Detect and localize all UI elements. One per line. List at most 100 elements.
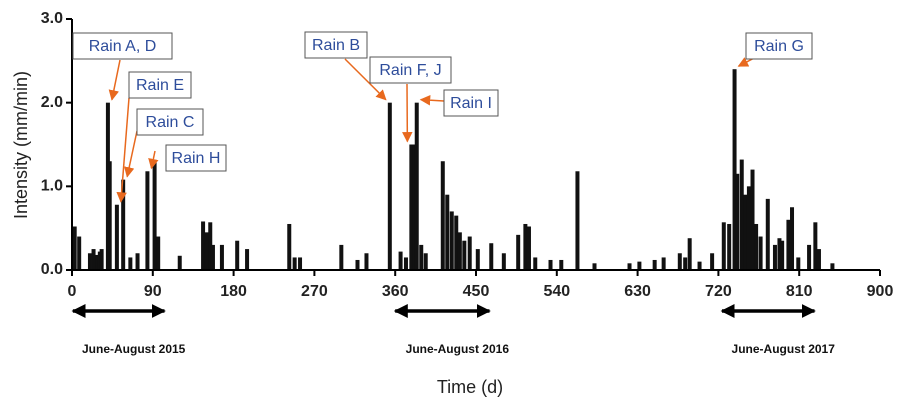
bar xyxy=(339,245,343,270)
bar xyxy=(593,263,597,270)
bar xyxy=(235,241,239,270)
bar xyxy=(388,103,392,270)
period-label: June-August 2017 xyxy=(732,342,836,356)
y-tick-label: 0.0 xyxy=(41,261,63,278)
bar xyxy=(220,245,224,270)
x-tick-label: 0 xyxy=(68,283,77,300)
annotation-label: Rain I xyxy=(450,95,492,112)
bar xyxy=(458,232,462,270)
bar xyxy=(287,224,291,270)
bar xyxy=(128,257,132,270)
bar xyxy=(73,226,77,270)
bar xyxy=(817,249,821,270)
bar xyxy=(156,237,160,270)
bar xyxy=(136,253,140,270)
bar xyxy=(445,195,449,270)
annotation-label: Rain F, J xyxy=(379,62,441,79)
bar xyxy=(211,245,215,270)
x-tick-label: 360 xyxy=(382,283,409,300)
bar xyxy=(790,207,794,270)
annotation-label: Rain A, D xyxy=(89,38,157,55)
bar xyxy=(145,171,149,270)
y-tick-label: 3.0 xyxy=(41,10,63,27)
x-tick-label: 720 xyxy=(705,283,732,300)
bar xyxy=(698,262,702,270)
annotation-label: Rain E xyxy=(136,77,184,94)
bar xyxy=(807,245,811,270)
x-axis-label: Time (d) xyxy=(437,377,503,397)
bar xyxy=(441,161,445,270)
bar xyxy=(678,253,682,270)
bar xyxy=(100,249,104,270)
bar xyxy=(786,220,790,270)
bar xyxy=(293,257,297,270)
bar xyxy=(77,237,81,270)
bar xyxy=(454,216,458,270)
bar xyxy=(830,263,834,270)
x-tick-label: 450 xyxy=(463,283,490,300)
bar xyxy=(653,260,657,270)
y-tick-label: 1.0 xyxy=(41,178,63,195)
bar xyxy=(751,170,755,270)
bar xyxy=(754,224,758,270)
bar xyxy=(502,253,506,270)
bar xyxy=(710,253,714,270)
bar xyxy=(683,257,687,270)
annotation-arrow xyxy=(127,131,137,177)
y-axis-label: Intensity (mm/min) xyxy=(11,71,31,219)
x-tick-label: 900 xyxy=(867,283,894,300)
bar xyxy=(201,221,205,270)
bar xyxy=(533,257,537,270)
bar xyxy=(628,263,632,270)
bar xyxy=(404,257,408,270)
bar xyxy=(523,224,527,270)
annotation-arrow xyxy=(421,100,444,101)
bar xyxy=(759,237,763,270)
bar xyxy=(780,241,784,270)
bar xyxy=(364,253,368,270)
bar xyxy=(796,257,800,270)
x-tick-label: 180 xyxy=(220,283,247,300)
bar xyxy=(747,186,751,270)
period-label: June-August 2015 xyxy=(82,342,186,356)
annotation-arrow xyxy=(112,60,120,100)
bar xyxy=(205,232,209,270)
bar xyxy=(527,226,531,270)
x-tick-label: 540 xyxy=(543,283,570,300)
bar xyxy=(476,249,480,270)
x-tick-label: 90 xyxy=(144,283,162,300)
bar xyxy=(178,256,182,270)
bar xyxy=(766,199,770,270)
bar xyxy=(727,224,731,270)
bar xyxy=(245,249,249,270)
bar xyxy=(462,241,466,270)
bar xyxy=(424,253,428,270)
bar xyxy=(722,222,726,270)
bar xyxy=(108,161,112,270)
bar xyxy=(637,262,641,270)
period-label: June-August 2016 xyxy=(406,342,510,356)
bar xyxy=(813,222,817,270)
bar xyxy=(355,260,359,270)
bar xyxy=(743,195,747,270)
annotation-label: Rain G xyxy=(754,38,804,55)
bar xyxy=(516,235,520,270)
annotation-label: Rain C xyxy=(146,114,195,131)
y-tick-label: 2.0 xyxy=(41,94,63,111)
bar xyxy=(153,161,157,270)
bar xyxy=(415,103,419,270)
bar xyxy=(740,160,744,270)
bar xyxy=(88,253,92,270)
bar xyxy=(735,174,739,270)
bar xyxy=(298,257,302,270)
annotation-label: Rain B xyxy=(312,37,360,54)
annotation-label: Rain H xyxy=(172,150,221,167)
bar xyxy=(773,245,777,270)
bar xyxy=(399,252,403,270)
bar xyxy=(575,171,579,270)
bar xyxy=(468,237,472,270)
bar xyxy=(450,211,454,270)
bar xyxy=(92,249,96,270)
bar xyxy=(115,205,119,270)
